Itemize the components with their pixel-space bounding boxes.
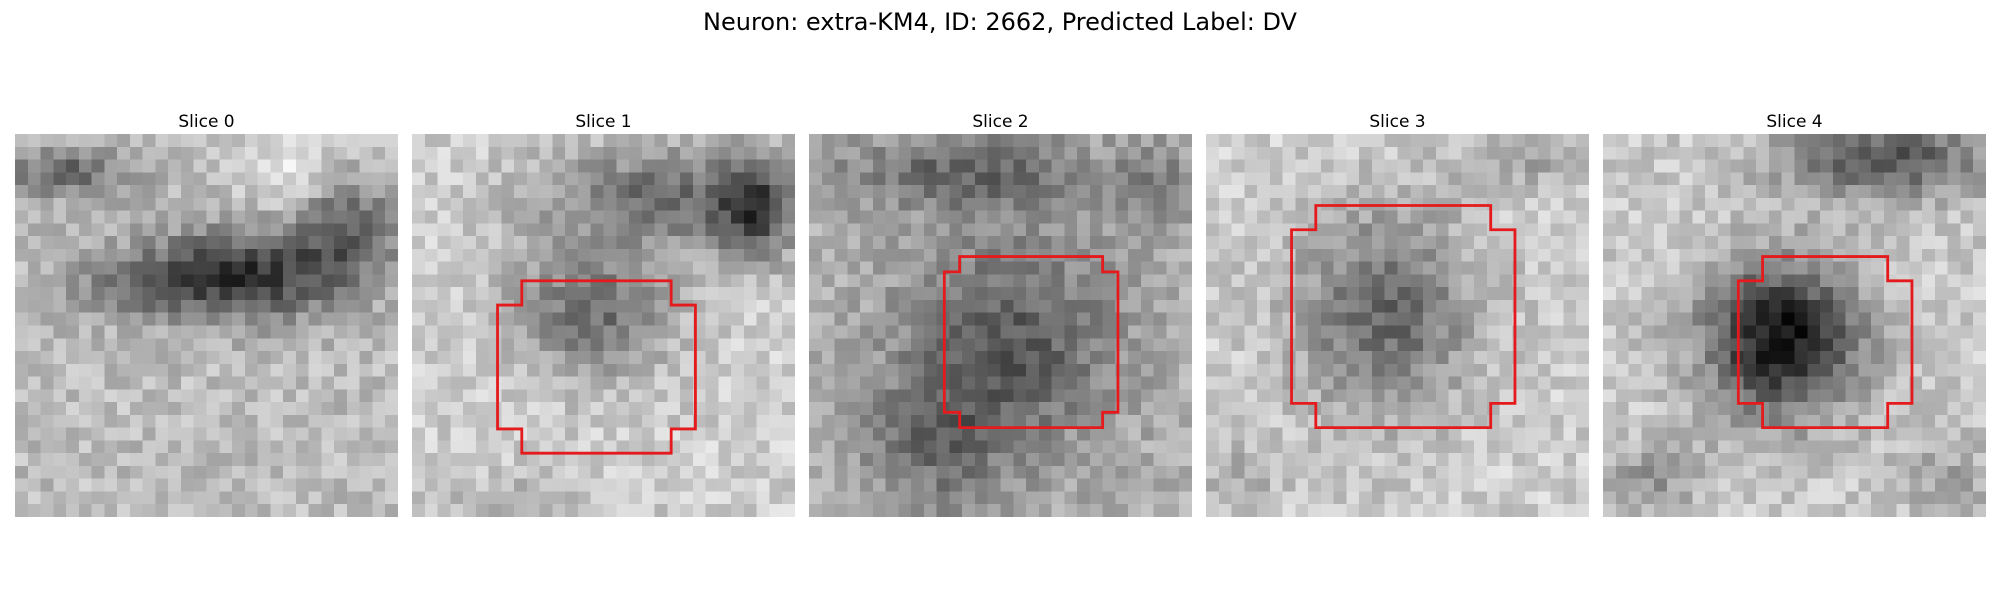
microscopy-slice-image [15,134,398,517]
segmentation-contour [942,255,1120,430]
slice-title: Slice 2 [972,112,1029,132]
segmentation-contour [1736,255,1914,430]
segmentation-contour [1290,204,1517,430]
figure-title: Neuron: extra-KM4, ID: 2662, Predicted L… [703,8,1297,36]
slice-title: Slice 0 [178,112,235,132]
slice-title: Slice 4 [1766,112,1823,132]
slice-panel-2: Slice 2 [809,110,1192,517]
segmentation-contour [496,279,697,455]
slice-panel-0: Slice 0 [15,110,398,517]
slice-title: Slice 3 [1369,112,1426,132]
microscopy-slice-image [412,134,795,517]
slice-title: Slice 1 [575,112,632,132]
microscopy-slice-image [1603,134,1986,517]
slice-panel-4: Slice 4 [1603,110,1986,517]
slice-panel-3: Slice 3 [1206,110,1589,517]
microscopy-slice-image [809,134,1192,517]
slice-panel-1: Slice 1 [412,110,795,517]
microscopy-slice-image [1206,134,1589,517]
